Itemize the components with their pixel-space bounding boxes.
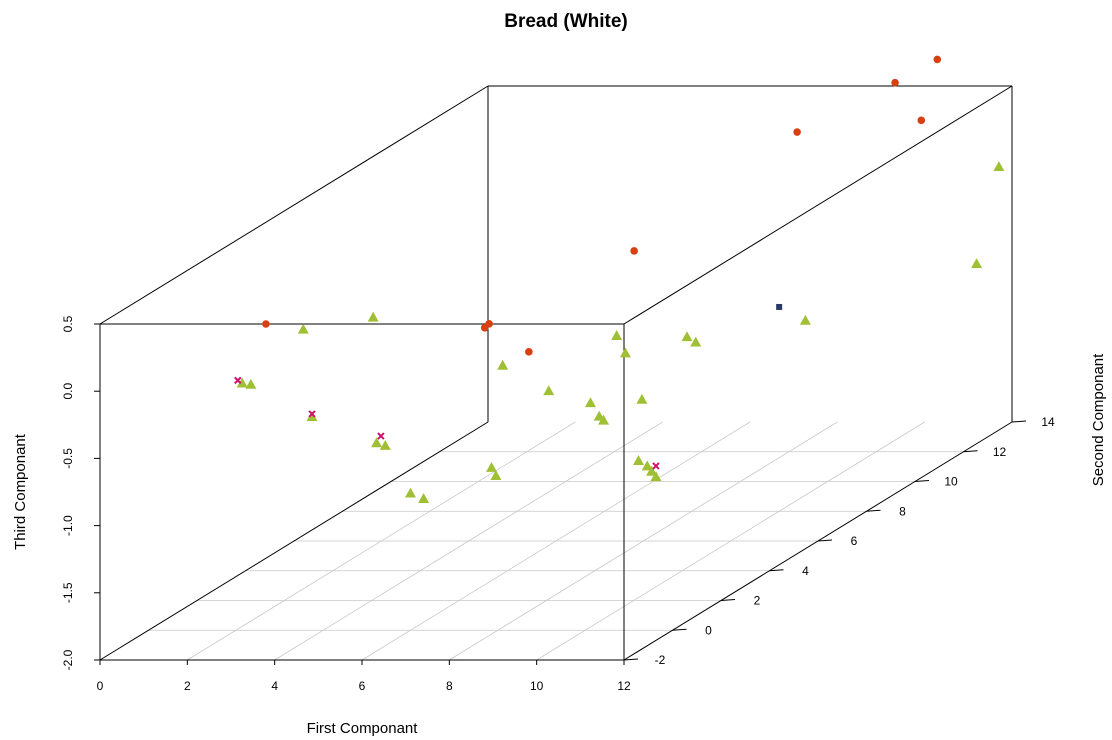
- y-tick-label: 10: [944, 475, 958, 489]
- y-tick: [720, 599, 736, 601]
- chart-title: Bread (White): [504, 11, 628, 32]
- y-tick: [672, 628, 687, 631]
- data-point-triangle: [236, 377, 248, 388]
- data-point-square: [776, 303, 783, 310]
- data-point-triangle: [584, 397, 596, 408]
- x-tick-label: 4: [271, 679, 278, 693]
- data-point-triangle: [497, 359, 509, 370]
- y-tick-label: 6: [851, 534, 858, 548]
- y-tick-label: -2: [655, 653, 666, 667]
- y-tick-label: 2: [754, 594, 761, 608]
- box-edge: [99, 85, 489, 325]
- data-point-circle: [525, 348, 533, 356]
- box-edge: [99, 421, 489, 661]
- data-point-triangle: [405, 487, 416, 498]
- data-point-triangle: [646, 465, 658, 476]
- x-tick-label: 12: [617, 679, 631, 693]
- y-tick-label: 8: [899, 504, 906, 518]
- y-tick: [769, 569, 784, 572]
- x-tick-label: 8: [446, 679, 453, 693]
- y-tick: [866, 509, 881, 512]
- x-tick-label: 2: [184, 679, 191, 693]
- data-point-triangle: [486, 462, 498, 472]
- data-point-triangle: [418, 493, 430, 503]
- y-tick: [963, 450, 978, 453]
- y-tick-label: 0: [705, 623, 712, 637]
- y-axis-label: Second Componant: [1090, 353, 1107, 486]
- x-tick-label: 10: [530, 679, 544, 693]
- axis-ticks: 0 2 4 6 8 10 12 -2.0 -1.5 -1.0 -0.5 0.0 0.5 -2 0 2 4 6 8 10…: [61, 315, 1055, 693]
- data-point-triangle: [306, 411, 318, 422]
- data-point-cross: [234, 376, 242, 385]
- data-point-cross: [652, 462, 660, 470]
- data-point-triangle: [245, 378, 257, 389]
- data-point-circle: [262, 320, 270, 328]
- data-point-triangle: [379, 439, 391, 450]
- floor-grid: [148, 421, 964, 661]
- y-tick-label: 12: [993, 445, 1007, 459]
- data-point-circle: [793, 128, 801, 136]
- data-point-triangle: [636, 393, 648, 404]
- y-tick: [623, 658, 639, 661]
- data-point-triangle: [650, 471, 662, 482]
- z-tick-label: 0.5: [61, 315, 75, 332]
- data-point-triangle: [490, 470, 502, 480]
- data-point-circle: [933, 55, 942, 64]
- data-point-triangle: [611, 330, 623, 340]
- data-point-triangle: [971, 258, 983, 268]
- x-axis-label: First Componant: [307, 720, 419, 737]
- y-tick: [817, 539, 833, 542]
- data-point-triangle: [598, 414, 610, 425]
- z-tick-label: -2.0: [61, 649, 75, 670]
- y-tick: [914, 480, 930, 482]
- data-point-triangle: [543, 385, 555, 396]
- z-axis-label: Third Componant: [12, 433, 29, 550]
- z-tick-label: 0.0: [61, 383, 75, 400]
- y-tick-label: 14: [1041, 415, 1055, 429]
- data-point-triangle: [690, 336, 702, 347]
- data-point-triangle: [619, 347, 631, 358]
- data-point-triangle: [681, 331, 693, 342]
- z-tick-label: -1.0: [61, 515, 75, 536]
- data-point-cross: [377, 432, 385, 440]
- x-tick-label: 0: [97, 679, 104, 693]
- y-tick-label: 4: [802, 564, 809, 578]
- plot-box: [99, 85, 1013, 661]
- data-point-circle: [630, 247, 638, 255]
- z-tick-label: -1.5: [61, 582, 75, 603]
- data-point-circle: [917, 116, 926, 125]
- data-point-cross: [308, 410, 316, 418]
- z-tick-label: -0.5: [61, 448, 75, 469]
- data-point-triangle: [297, 323, 309, 334]
- data-point-triangle: [371, 437, 383, 448]
- y-tick: [1011, 420, 1027, 423]
- data-point-triangle: [641, 460, 653, 471]
- data-point-circle: [480, 324, 489, 332]
- data-point-triangle: [367, 311, 379, 322]
- box-edge: [623, 85, 1013, 325]
- data-point-triangle: [633, 455, 644, 465]
- data-point-triangle: [799, 314, 811, 325]
- x-tick-label: 6: [359, 679, 366, 693]
- data-point-circle: [891, 78, 899, 87]
- data-points: [234, 55, 1005, 503]
- data-point-triangle: [993, 161, 1005, 172]
